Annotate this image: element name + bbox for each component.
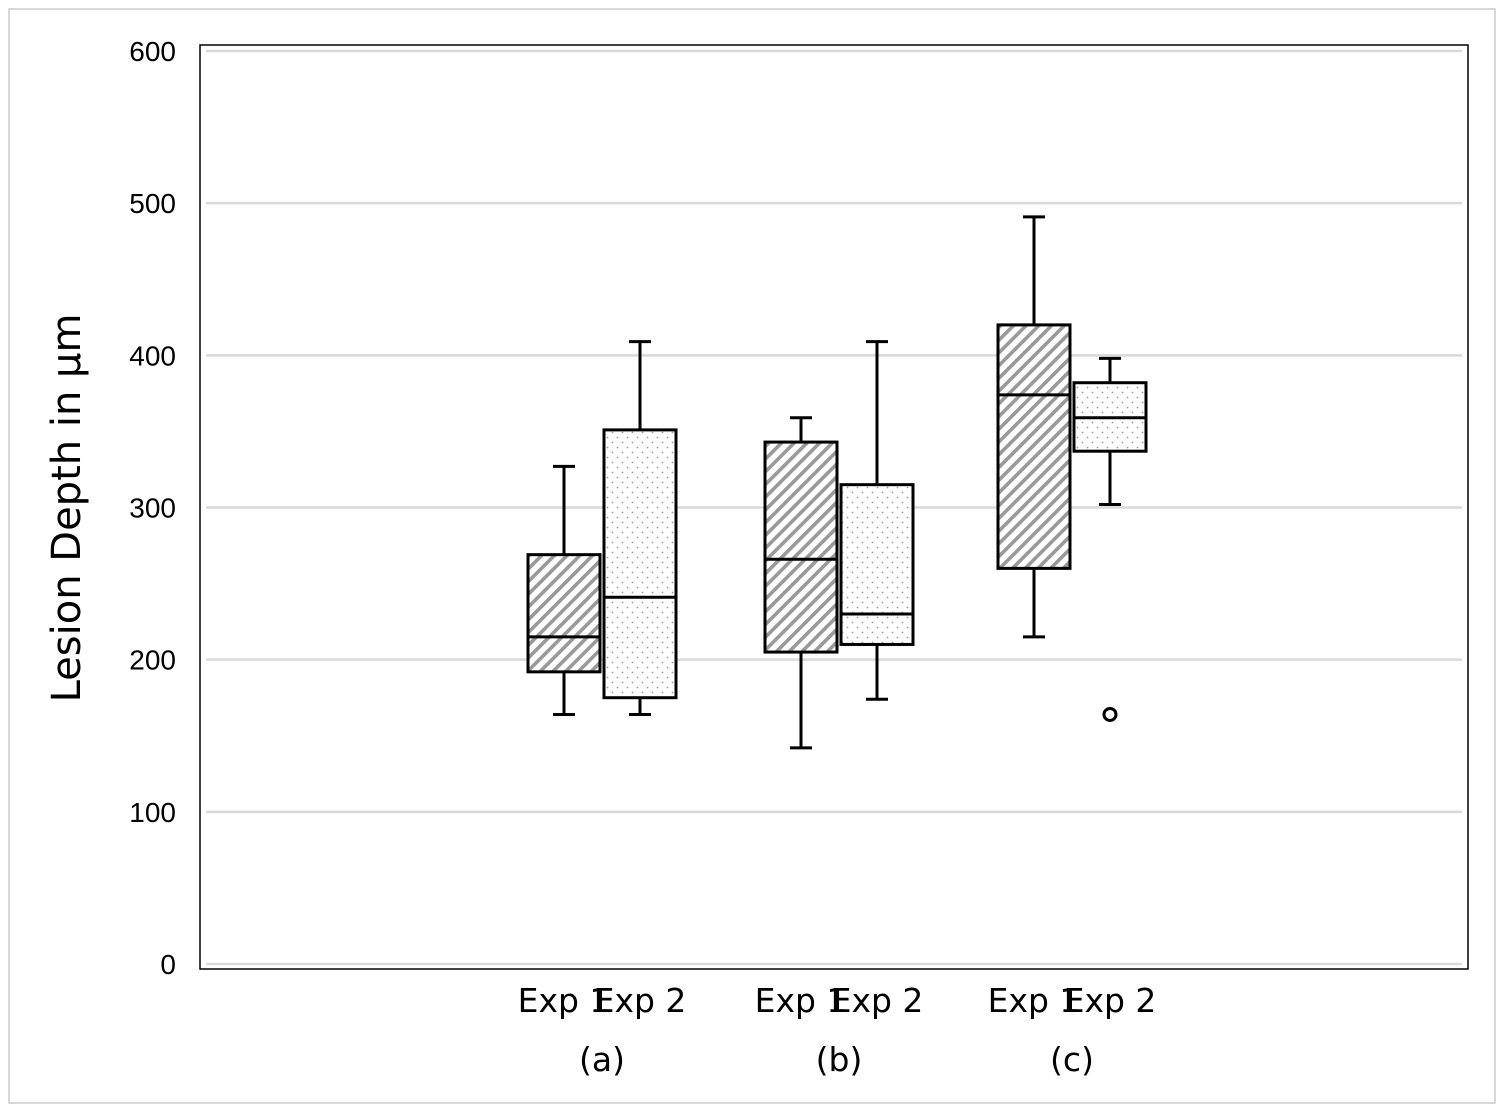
group-label: (a) [579, 1040, 625, 1079]
group-label: (b) [816, 1040, 863, 1079]
box-a-exp2 [602, 340, 678, 716]
box-body [996, 323, 1072, 570]
outlier-point [1102, 706, 1118, 722]
box-body [763, 440, 839, 654]
y-tick-label: 0 [160, 949, 176, 980]
y-tick-label: 100 [129, 797, 176, 828]
box-body [839, 483, 915, 646]
box-label: Exp 1 [755, 981, 848, 1020]
box-series [526, 215, 1148, 750]
y-tick-label: 400 [129, 340, 176, 371]
box-c-exp1 [996, 215, 1072, 639]
box-c-exp2 [1072, 356, 1148, 722]
box-b-exp2 [839, 340, 915, 701]
y-tick-label: 500 [129, 188, 176, 219]
y-tick-label: 300 [129, 493, 176, 524]
box-label: Exp 1 [988, 981, 1081, 1020]
y-tick-label: 600 [129, 36, 176, 67]
y-axis-title: Lesion Depth in µm [44, 314, 90, 703]
box-label: Exp 2 [831, 981, 924, 1020]
box-body [602, 428, 678, 700]
y-axis-tick-labels: 0 100 200 300 400 500 600 [129, 36, 176, 980]
y-tick-label: 200 [129, 645, 176, 676]
box-label: Exp 2 [1064, 981, 1157, 1020]
group-label: (c) [1050, 1040, 1094, 1079]
box-label: Exp 2 [594, 981, 687, 1020]
box-a-exp1 [526, 464, 602, 716]
box-b-exp1 [763, 416, 839, 750]
gridlines [206, 49, 1462, 966]
box-label: Exp 1 [518, 981, 611, 1020]
box-body [526, 553, 602, 674]
